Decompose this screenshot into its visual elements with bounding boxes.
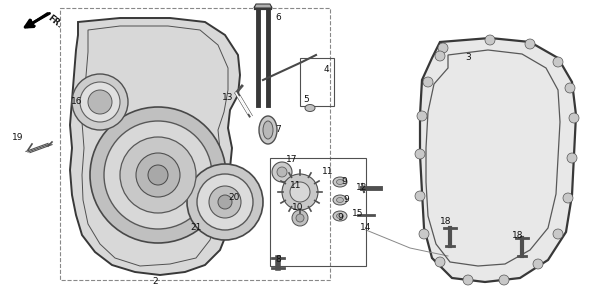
Text: 16: 16	[71, 98, 83, 107]
Circle shape	[435, 257, 445, 267]
Bar	[300, 58, 334, 106]
Text: 18: 18	[440, 218, 452, 226]
Polygon shape	[70, 18, 240, 275]
Circle shape	[80, 82, 120, 122]
Text: 11: 11	[290, 181, 301, 190]
Circle shape	[209, 186, 241, 218]
Circle shape	[417, 111, 427, 121]
Circle shape	[104, 121, 212, 229]
Ellipse shape	[336, 197, 343, 203]
Ellipse shape	[333, 177, 347, 187]
Circle shape	[415, 191, 425, 201]
Circle shape	[90, 107, 226, 243]
Circle shape	[148, 165, 168, 185]
Circle shape	[438, 43, 448, 53]
Bar	[60, 8, 330, 280]
Circle shape	[296, 214, 304, 222]
Circle shape	[197, 174, 253, 230]
Circle shape	[120, 137, 196, 213]
Circle shape	[569, 113, 579, 123]
Text: 3: 3	[465, 54, 471, 63]
Ellipse shape	[336, 179, 343, 185]
Circle shape	[463, 275, 473, 285]
Ellipse shape	[263, 121, 273, 139]
Ellipse shape	[333, 195, 347, 205]
Text: 9: 9	[337, 213, 343, 222]
Circle shape	[272, 162, 292, 182]
Circle shape	[553, 229, 563, 239]
Text: 7: 7	[275, 126, 281, 135]
Text: 6: 6	[275, 14, 281, 23]
Text: 8: 8	[275, 256, 281, 265]
Circle shape	[415, 149, 425, 159]
Text: 11: 11	[322, 167, 334, 176]
Text: 15: 15	[352, 209, 364, 219]
Polygon shape	[254, 4, 272, 8]
Circle shape	[533, 259, 543, 269]
Text: 19: 19	[12, 134, 24, 142]
Circle shape	[136, 153, 180, 197]
Polygon shape	[420, 38, 576, 282]
Text: 12: 12	[356, 184, 368, 193]
Circle shape	[553, 57, 563, 67]
Circle shape	[423, 77, 433, 87]
Text: 20: 20	[228, 194, 240, 203]
Text: 9: 9	[341, 178, 347, 187]
Circle shape	[290, 182, 310, 202]
Ellipse shape	[259, 116, 277, 144]
Text: 18: 18	[512, 231, 524, 240]
Text: 17: 17	[286, 156, 298, 165]
Circle shape	[187, 164, 263, 240]
Text: 4: 4	[323, 66, 329, 75]
Circle shape	[292, 210, 308, 226]
Circle shape	[277, 167, 287, 177]
Text: 14: 14	[360, 224, 372, 232]
Circle shape	[563, 193, 573, 203]
Text: 21: 21	[191, 224, 202, 232]
Ellipse shape	[336, 213, 343, 219]
Circle shape	[565, 83, 575, 93]
Circle shape	[525, 39, 535, 49]
Text: 10: 10	[292, 203, 304, 213]
Text: FR.: FR.	[46, 14, 64, 30]
Circle shape	[218, 195, 232, 209]
Text: 5: 5	[303, 95, 309, 104]
Circle shape	[499, 275, 509, 285]
Text: 9: 9	[343, 196, 349, 204]
Circle shape	[435, 51, 445, 61]
Circle shape	[419, 229, 429, 239]
Bar	[270, 158, 366, 266]
Text: 2: 2	[152, 278, 158, 287]
Circle shape	[485, 35, 495, 45]
Text: 13: 13	[222, 94, 234, 103]
Ellipse shape	[305, 104, 315, 111]
Circle shape	[567, 153, 577, 163]
Circle shape	[88, 90, 112, 114]
Circle shape	[282, 174, 318, 210]
Ellipse shape	[333, 211, 347, 221]
Circle shape	[72, 74, 128, 130]
